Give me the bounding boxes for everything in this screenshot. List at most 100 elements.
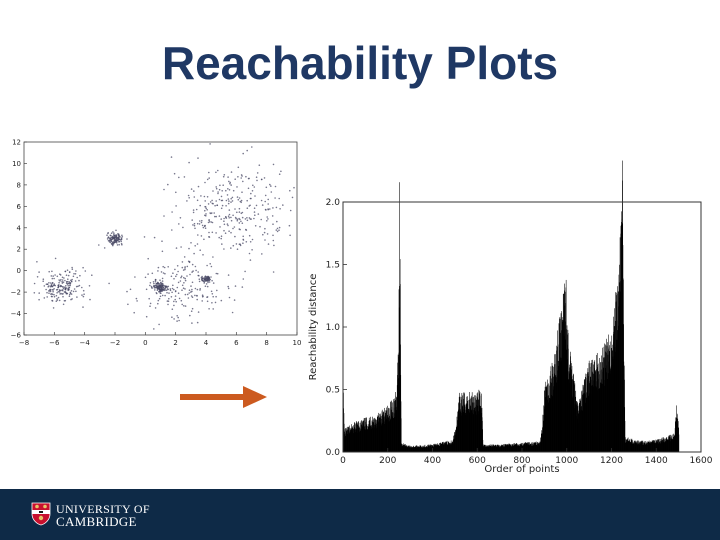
scatter-point: [267, 243, 270, 245]
scatter-point: [265, 186, 268, 189]
scatter-point: [241, 222, 244, 224]
scatter-point: [129, 288, 132, 291]
reach-x-tick-label: 200: [379, 456, 396, 466]
scatter-point: [182, 287, 185, 289]
scatter-point: [161, 294, 164, 297]
scatter-point: [191, 290, 193, 293]
scatter-point: [193, 224, 196, 227]
scatter-point: [159, 286, 162, 289]
scatter-x-ticks: −8 −6 −4 −2 0 2 4 6 8 10: [19, 332, 301, 347]
scatter-point: [193, 196, 196, 198]
scatter-point: [201, 219, 203, 222]
scatter-point: [167, 303, 169, 306]
scatter-point: [171, 287, 174, 290]
scatter-point: [227, 202, 230, 205]
scatter-point: [51, 282, 54, 284]
scatter-point: [208, 236, 211, 238]
scatter-point: [194, 245, 196, 247]
scatter-point: [248, 205, 250, 207]
scatter-point: [206, 277, 209, 280]
scatter-point: [58, 281, 60, 284]
scatter-point: [191, 322, 193, 324]
scatter-point: [120, 239, 122, 241]
scatter-point: [176, 273, 178, 276]
reach-x-tick-label: 400: [424, 456, 441, 466]
scatter-point: [271, 215, 274, 217]
scatter-point: [230, 197, 232, 200]
scatter-point: [272, 271, 275, 273]
scatter-point: [266, 220, 268, 222]
scatter-point: [145, 288, 148, 291]
scatter-point: [45, 288, 47, 291]
scatter-point: [154, 307, 157, 309]
scatter-point: [177, 281, 180, 284]
scatter-point: [240, 212, 243, 215]
scatter-x-tick-label: −8: [19, 339, 29, 347]
scatter-point: [223, 223, 226, 226]
scatter-point: [45, 283, 48, 285]
scatter-point: [200, 235, 203, 237]
scatter-point: [170, 156, 173, 158]
scatter-points: [33, 143, 295, 330]
scatter-point: [276, 227, 279, 230]
reachability-bar: [624, 420, 626, 452]
scatter-point: [232, 227, 234, 230]
scatter-point: [84, 270, 87, 272]
scatter-point: [246, 219, 249, 222]
scatter-point: [65, 274, 68, 276]
scatter-point: [237, 166, 240, 169]
scatter-point: [81, 286, 83, 289]
scatter-point: [164, 272, 166, 275]
scatter-point: [254, 214, 256, 216]
scatter-point: [216, 204, 218, 207]
reach-x-tick-label: 1200: [600, 456, 623, 466]
scatter-point: [245, 175, 247, 178]
scatter-point: [113, 236, 115, 239]
scatter-point: [165, 285, 168, 288]
scatter-point: [217, 192, 219, 195]
scatter-point: [53, 284, 55, 286]
reach-x-ticks: 0 200 400 600 800 1000 1200 1400 1600: [340, 448, 713, 466]
scatter-point: [164, 285, 166, 287]
scatter-point: [197, 157, 199, 159]
scatter-point: [191, 296, 194, 298]
scatter-point: [204, 224, 206, 227]
scatter-point: [194, 227, 196, 230]
scatter-point: [208, 221, 211, 223]
scatter-point: [55, 294, 58, 297]
scatter-point: [197, 234, 199, 236]
scatter-point: [184, 305, 187, 307]
scatter-point: [149, 282, 152, 284]
scatter-point: [182, 226, 184, 229]
scatter-point: [151, 287, 153, 289]
scatter-point: [183, 176, 186, 178]
scatter-point: [42, 280, 44, 282]
scatter-point: [230, 219, 233, 222]
scatter-point: [167, 285, 170, 288]
scatter-point: [196, 222, 199, 225]
scatter-point: [145, 315, 148, 318]
scatter-point: [180, 246, 182, 248]
scatter-point: [249, 259, 252, 261]
scatter-point: [215, 232, 217, 234]
scatter-point: [212, 282, 215, 284]
scatter-point: [184, 279, 187, 282]
scatter-point: [69, 284, 71, 286]
scatter-point: [67, 284, 69, 287]
scatter-point: [278, 226, 281, 229]
scatter-point: [72, 290, 75, 293]
scatter-point: [179, 280, 182, 282]
scatter-point: [280, 170, 282, 173]
scatter-point: [238, 222, 241, 224]
scatter-point: [221, 243, 223, 245]
scatter-point: [163, 288, 165, 290]
scatter-point: [162, 265, 164, 268]
scatter-point: [198, 280, 201, 283]
scatter-point: [58, 299, 61, 302]
scatter-point: [108, 282, 110, 285]
scatter-point: [68, 288, 70, 291]
scatter-point: [266, 216, 269, 218]
scatter-point: [55, 300, 58, 302]
scatter-point: [218, 236, 220, 239]
scatter-point: [213, 212, 215, 214]
